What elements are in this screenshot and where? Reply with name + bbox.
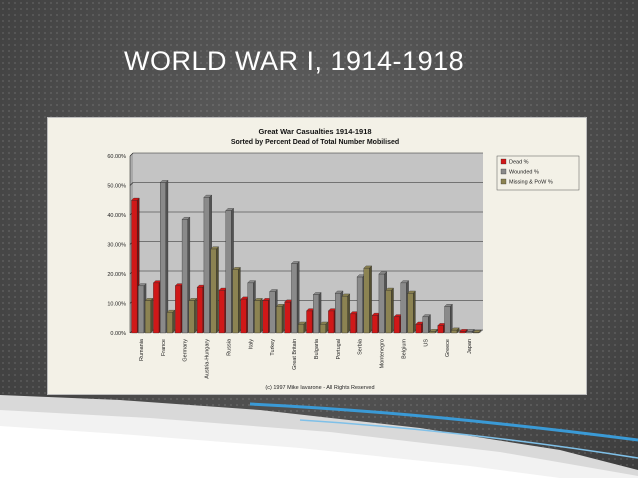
bar <box>407 290 416 334</box>
bar <box>319 321 329 334</box>
bar <box>210 246 219 334</box>
chart-title: Great War Casualties 1914-1918 <box>258 127 371 136</box>
bar <box>131 197 140 334</box>
casualties-chart: Great War Casualties 1914-1918 Sorted by … <box>107 127 580 391</box>
gridline-side <box>129 152 134 157</box>
bar <box>137 283 147 334</box>
bar <box>341 293 351 334</box>
bar <box>203 194 213 334</box>
bar <box>437 323 446 334</box>
bar <box>262 297 271 334</box>
x-tick-label: Turkey <box>270 339 276 356</box>
legend-swatch <box>500 158 507 165</box>
x-tick-label: Italy <box>248 339 254 349</box>
bar <box>393 314 403 334</box>
bar <box>349 311 359 334</box>
y-tick-label: 40.00% <box>107 213 126 219</box>
gridline-side <box>129 182 134 186</box>
bar <box>400 280 409 334</box>
slide-title: WORLD WAR I, 1914-1918 <box>124 46 465 76</box>
bar <box>181 216 191 334</box>
y-tick-label: 10.00% <box>107 302 126 308</box>
x-tick-label: France <box>161 339 167 356</box>
bar <box>466 328 475 334</box>
bar <box>334 290 344 334</box>
bar <box>225 208 234 334</box>
bar <box>188 297 198 334</box>
bar <box>415 321 425 334</box>
x-tick-label: Bulgaria <box>314 338 320 359</box>
bar <box>385 287 394 334</box>
bar <box>422 314 431 334</box>
bar <box>378 271 388 334</box>
bar <box>196 284 206 334</box>
legend-label: Wounded % <box>509 170 539 176</box>
bar <box>291 261 300 334</box>
legend-label: Dead % <box>509 160 529 166</box>
bar <box>218 287 228 334</box>
bar <box>306 308 315 334</box>
x-tick-label: Great Britain <box>292 339 298 370</box>
y-tick-label: 0.00% <box>110 331 126 337</box>
y-tick-label: 60.00% <box>107 154 126 160</box>
x-tick-label: Serbia <box>358 338 364 355</box>
x-tick-label: Japan <box>467 339 473 354</box>
y-tick-label: 50.00% <box>107 184 126 190</box>
chart-footer: (c) 1997 Mike Iavarone - All Rights Rese… <box>265 385 374 391</box>
x-tick-label: Germany <box>183 339 189 362</box>
bar <box>159 179 169 334</box>
bar <box>254 297 263 334</box>
bar <box>371 312 381 334</box>
bar <box>269 289 278 334</box>
bar <box>247 280 256 334</box>
bar <box>240 296 250 334</box>
chart-subtitle: Sorted by Percent Dead of Total Number M… <box>231 139 399 146</box>
bar <box>472 329 482 334</box>
bar <box>232 267 241 334</box>
legend-swatch <box>500 168 507 175</box>
bar <box>297 321 307 334</box>
bar <box>356 274 366 334</box>
x-tick-label: Portugal <box>336 339 342 360</box>
y-tick-label: 20.00% <box>107 272 126 278</box>
x-tick-label: Belgium <box>401 339 407 359</box>
bar <box>459 328 468 334</box>
x-tick-label: Greece <box>445 339 451 357</box>
x-tick-label: US <box>423 339 429 347</box>
x-tick-label: Austria-Hungary <box>205 339 211 379</box>
bar <box>144 297 154 334</box>
y-tick-label: 30.00% <box>107 243 126 249</box>
bar <box>328 308 337 334</box>
bar <box>450 327 460 334</box>
bar <box>284 299 293 334</box>
x-tick-label: Russia <box>226 338 232 356</box>
bar <box>429 328 438 334</box>
legend-box <box>496 155 580 191</box>
bar <box>363 265 373 334</box>
bar <box>312 292 322 334</box>
bar <box>153 280 162 334</box>
bar <box>166 309 176 334</box>
bar <box>444 303 453 334</box>
legend-swatch <box>500 178 507 185</box>
legend-label: Missing & PoW % <box>509 180 553 186</box>
bar <box>174 283 184 334</box>
chart-panel: Great War Casualties 1914-1918 Sorted by … <box>47 117 587 395</box>
x-tick-label: Montenegro <box>380 339 386 368</box>
x-tick-label: Rumania <box>139 338 145 361</box>
bar <box>275 303 285 334</box>
